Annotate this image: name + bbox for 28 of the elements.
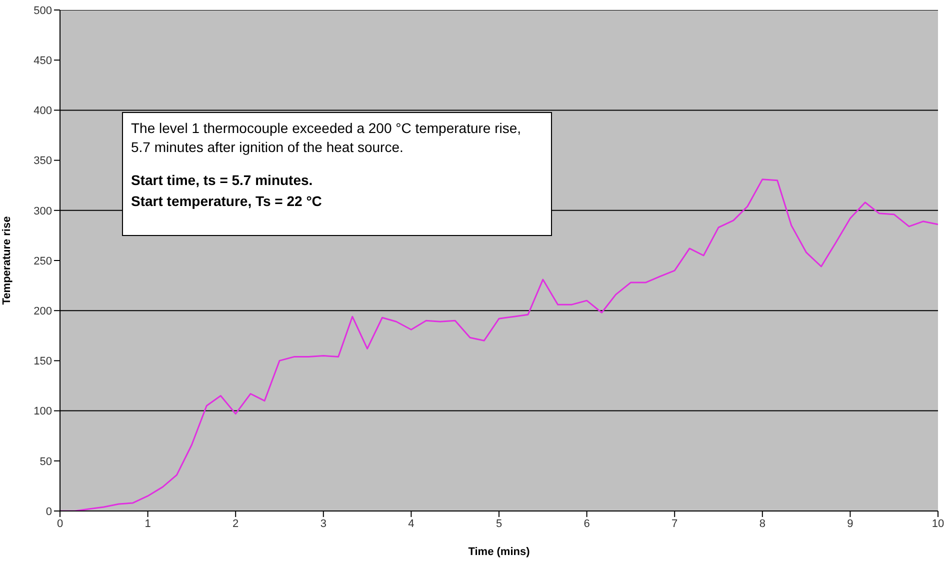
x-axis-title: Time (mins) xyxy=(468,546,530,558)
y-axis-title: Temperature rise xyxy=(0,216,13,305)
x-tick-label: 9 xyxy=(847,518,854,530)
x-tick-label: 2 xyxy=(232,518,239,530)
y-tick-label: 450 xyxy=(34,55,52,68)
y-tick-label: 500 xyxy=(34,4,52,17)
annotation: The level 1 thermocouple exceeded a 200 °C temperature rise, 5.7 minutes after ignition of the heat source. xyxy=(131,119,522,157)
x-tick-label: 4 xyxy=(408,518,414,530)
x-tick-label: 3 xyxy=(320,518,326,530)
y-tick-label: 100 xyxy=(34,406,52,418)
x-tick-label: 0 xyxy=(56,518,64,530)
x-tick-label: 10 xyxy=(932,518,944,530)
x-tick-label: 1 xyxy=(144,518,151,530)
y-tick-label: 150 xyxy=(34,356,52,368)
annotation: Start time, ts = 5.7 minutes. xyxy=(131,171,314,190)
x-tick-label: 5 xyxy=(496,518,502,530)
annotation: Start temperature, Ts = 22 °C xyxy=(131,192,323,211)
x-tick-label: 7 xyxy=(672,518,678,530)
y-tick-label: 350 xyxy=(34,155,52,168)
x-tick-label: 8 xyxy=(759,518,766,530)
y-tick-label: 300 xyxy=(34,205,52,218)
y-tick-label: 50 xyxy=(40,456,52,468)
y-tick-label: 0 xyxy=(46,506,52,518)
y-tick-label: 200 xyxy=(34,306,52,318)
x-tick-label: 6 xyxy=(584,518,590,530)
y-tick-label: 400 xyxy=(34,105,52,118)
note-box: The level 1 thermocouple exceeded a 200 °C temperature rise, 5.7 minutes after ignition of the heat source. Start time, ts = 5.7 minutes. Start temperature, Ts = 22 °C xyxy=(122,112,552,236)
y-tick-label: 250 xyxy=(34,255,52,268)
